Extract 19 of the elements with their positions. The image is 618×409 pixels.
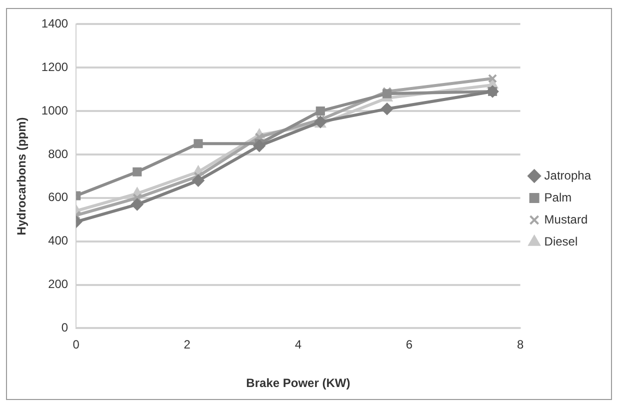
x-tick-label: 2 xyxy=(184,338,191,352)
y-tick-label: 1400 xyxy=(41,16,68,31)
y-tick-label: 800 xyxy=(48,146,68,161)
x-tick-label: 6 xyxy=(406,338,413,352)
y-tick-label: 1000 xyxy=(41,103,68,118)
y-tick-label: 600 xyxy=(48,190,68,204)
y-tick-label: 200 xyxy=(48,277,68,292)
legend-label: Diesel xyxy=(544,234,578,248)
x-tick-label: 8 xyxy=(516,338,524,352)
x-tick-label: 4 xyxy=(294,338,302,352)
x-tick-label: 0 xyxy=(72,338,80,352)
y-tick-label: 1200 xyxy=(41,60,68,74)
legend-label: Jatropha xyxy=(544,168,592,182)
legend-label: Palm xyxy=(544,190,572,204)
x-axis-title: Brake Power (KW) xyxy=(246,376,350,390)
legend-label: Mustard xyxy=(544,212,588,226)
y-axis-title: Hydrocarbons (ppm) xyxy=(14,117,29,236)
y-tick-label: 0 xyxy=(61,320,68,335)
y-tick-label: 400 xyxy=(48,234,68,248)
